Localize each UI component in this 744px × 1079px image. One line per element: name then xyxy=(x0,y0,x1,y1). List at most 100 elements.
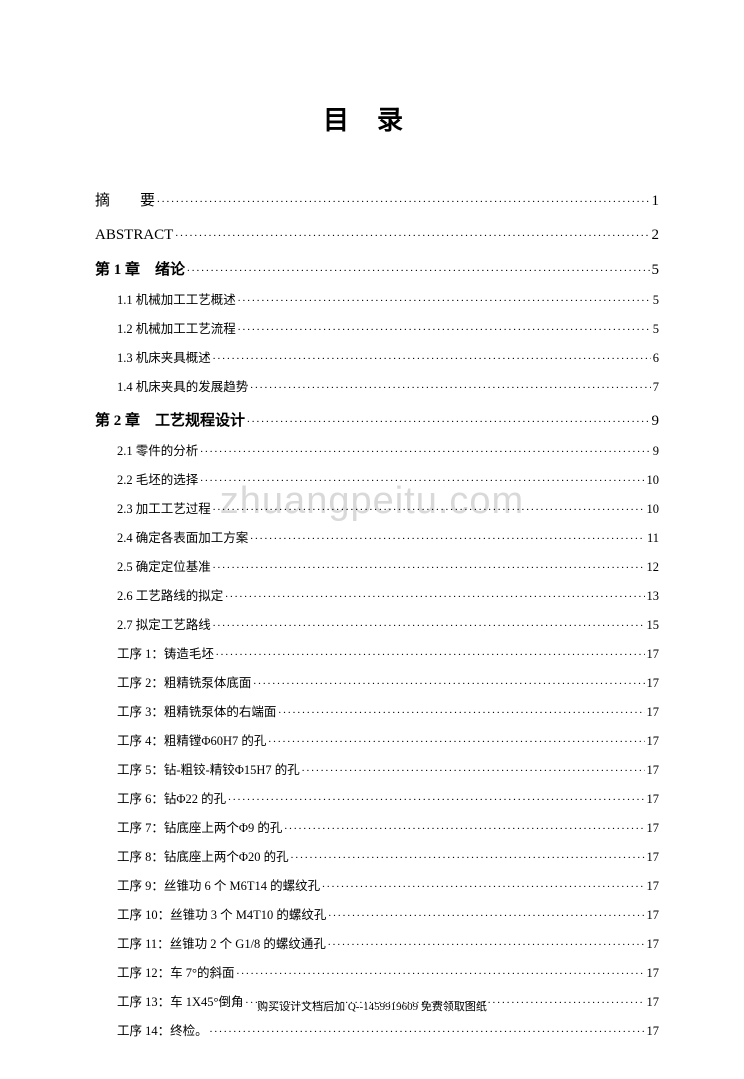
toc-label: 工序 9：丝锥功 6 个 M6T14 的螺纹孔 xyxy=(117,875,320,894)
toc-entry: 工序 10：丝锥功 3 个 M4T10 的螺纹孔 17 xyxy=(95,904,659,923)
toc-page-number: 2 xyxy=(652,227,660,244)
toc-leader xyxy=(328,936,645,949)
toc-leader xyxy=(250,379,650,392)
toc-label: 1.1 机械加工工艺概述 xyxy=(117,289,236,308)
toc-page-number: 10 xyxy=(647,473,660,488)
toc-page-number: 6 xyxy=(653,351,659,366)
toc-page-number: 5 xyxy=(653,293,659,308)
toc-page-number: 11 xyxy=(647,531,659,546)
toc-leader xyxy=(157,190,649,205)
toc-label: 2.4 确定各表面加工方案 xyxy=(117,527,248,546)
toc-entry: 工序 12：车 7°的斜面 17 xyxy=(95,962,659,981)
toc-page-number: 7 xyxy=(653,380,659,395)
toc-label: 工序 5：钻-粗铰-精铰Φ15H7 的孔 xyxy=(117,759,300,778)
toc-label: 工序 12：车 7°的斜面 xyxy=(117,962,235,981)
toc-label: 2.1 零件的分析 xyxy=(117,440,198,459)
toc-leader xyxy=(187,259,649,274)
toc-entry: 2.4 确定各表面加工方案 11 xyxy=(95,527,659,546)
toc-entry: 工序 9：丝锥功 6 个 M6T14 的螺纹孔17 xyxy=(95,875,659,894)
toc-entry: 2.1 零件的分析9 xyxy=(95,440,659,459)
toc-page-number: 17 xyxy=(647,821,660,836)
toc-label: 1.4 机床夹具的发展趋势 xyxy=(117,376,248,395)
toc-label: 工序 3：粗精铣泵体的右端面 xyxy=(117,701,276,720)
toc-leader xyxy=(225,588,644,601)
toc-entry: 第 2 章 工艺规程设计9 xyxy=(95,409,659,430)
toc-leader xyxy=(328,907,644,920)
toc-entry: 1.1 机械加工工艺概述 5 xyxy=(95,289,659,308)
page-content: 目录 摘 要1ABSTRACT2第 1 章 绪论51.1 机械加工工艺概述51.… xyxy=(0,0,744,1079)
toc-label: ABSTRACT xyxy=(95,227,173,244)
toc-entry: 摘 要1 xyxy=(95,189,659,210)
toc-page-number: 17 xyxy=(647,792,660,807)
toc-label: 2.3 加工工艺过程 xyxy=(117,498,211,517)
toc-entry: 工序 4：粗精镗Φ60H7 的孔17 xyxy=(95,730,659,749)
toc-label: 工序 10：丝锥功 3 个 M4T10 的螺纹孔 xyxy=(117,904,326,923)
toc-entry: 2.2 毛坯的选择10 xyxy=(95,469,659,488)
toc-leader xyxy=(213,501,645,514)
toc-label: 工序 1：铸造毛坯 xyxy=(117,643,214,662)
toc-entry: 1.2 机械加工工艺流程 5 xyxy=(95,318,659,337)
toc-entry: 2.7 拟定工艺路线 15 xyxy=(95,614,659,633)
toc-leader xyxy=(216,646,645,659)
toc-label: 2.7 拟定工艺路线 xyxy=(117,614,211,633)
toc-page-number: 5 xyxy=(653,322,659,337)
toc-entry: 工序 7：钻底座上两个Φ9 的孔 17 xyxy=(95,817,659,836)
toc-entry: 工序 8：钻底座上两个Φ20 的孔17 xyxy=(95,846,659,865)
toc-entry: 1.3 机床夹具概述 6 xyxy=(95,347,659,366)
toc-label: 1.2 机械加工工艺流程 xyxy=(117,318,236,337)
toc-label: 第 2 章 工艺规程设计 xyxy=(95,409,245,430)
toc-label: 1.3 机床夹具概述 xyxy=(117,347,211,366)
toc-entry: 工序 6：钻Φ22 的孔 17 xyxy=(95,788,659,807)
toc-page-number: 15 xyxy=(647,618,660,633)
toc-entry: 2.5 确定定位基准 12 xyxy=(95,556,659,575)
toc-page-number: 17 xyxy=(647,1024,660,1039)
toc-page-number: 12 xyxy=(647,560,660,575)
toc-leader xyxy=(213,617,645,630)
toc-entry: 工序 13：车 1X45°倒角17 xyxy=(95,991,659,1010)
toc-entry: 工序 5：钻-粗铰-精铰Φ15H7 的孔 17 xyxy=(95,759,659,778)
toc-leader xyxy=(238,321,651,334)
toc-leader xyxy=(228,791,644,804)
toc-list: 摘 要1ABSTRACT2第 1 章 绪论51.1 机械加工工艺概述51.2 机… xyxy=(95,189,659,1039)
toc-entry: 工序 3：粗精铣泵体的右端面 17 xyxy=(95,701,659,720)
page-title: 目录 xyxy=(95,100,659,137)
toc-leader xyxy=(200,472,644,485)
toc-leader xyxy=(200,443,650,456)
toc-entry: 工序 2：粗精铣泵体底面 17 xyxy=(95,672,659,691)
toc-page-number: 17 xyxy=(647,647,660,662)
toc-label: 2.5 确定定位基准 xyxy=(117,556,211,575)
toc-page-number: 17 xyxy=(647,995,660,1010)
toc-label: 工序 7：钻底座上两个Φ9 的孔 xyxy=(117,817,282,836)
toc-page-number: 17 xyxy=(647,966,660,981)
toc-page-number: 17 xyxy=(647,763,660,778)
toc-page-number: 17 xyxy=(647,676,660,691)
toc-page-number: 17 xyxy=(647,937,660,952)
toc-label: 第 1 章 绪论 xyxy=(95,258,185,279)
toc-page-number: 17 xyxy=(647,705,660,720)
toc-leader xyxy=(213,350,651,363)
toc-leader xyxy=(250,530,645,543)
toc-label: 工序 2：粗精铣泵体底面 xyxy=(117,672,251,691)
toc-page-number: 10 xyxy=(647,502,660,517)
toc-entry: 第 1 章 绪论5 xyxy=(95,258,659,279)
toc-entry: 工序 14：终检。 17 xyxy=(95,1020,659,1039)
toc-leader xyxy=(237,965,645,978)
toc-leader xyxy=(238,292,651,305)
toc-page-number: 17 xyxy=(647,734,660,749)
toc-leader xyxy=(253,675,644,688)
toc-leader xyxy=(175,224,649,239)
toc-leader xyxy=(268,733,644,746)
toc-label: 2.6 工艺路线的拟定 xyxy=(117,585,223,604)
toc-entry: 2.3 加工工艺过程 10 xyxy=(95,498,659,517)
toc-page-number: 17 xyxy=(647,908,660,923)
toc-leader xyxy=(246,994,645,1007)
toc-leader xyxy=(278,704,644,717)
toc-label: 工序 11：丝锥功 2 个 G1/8 的螺纹通孔 xyxy=(117,933,326,952)
toc-label: 工序 8：钻底座上两个Φ20 的孔 xyxy=(117,846,289,865)
toc-label: 工序 14：终检。 xyxy=(117,1020,208,1039)
toc-label: 工序 6：钻Φ22 的孔 xyxy=(117,788,226,807)
toc-leader xyxy=(247,410,649,425)
toc-leader xyxy=(210,1023,645,1036)
toc-entry: 工序 1：铸造毛坯 17 xyxy=(95,643,659,662)
toc-entry: ABSTRACT 2 xyxy=(95,224,659,244)
